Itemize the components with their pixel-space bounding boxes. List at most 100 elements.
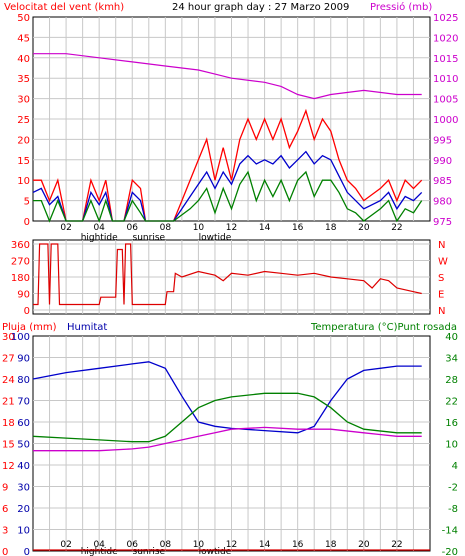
- pressure-tick: 1010: [433, 74, 458, 85]
- humidity-tick: 100: [11, 332, 30, 343]
- wind-hour-tick: 20: [358, 223, 370, 233]
- pressure-tick: 980: [433, 197, 452, 208]
- humidity-tick: 40: [17, 461, 30, 472]
- humidity-tick: 30: [17, 483, 30, 494]
- rain-tick: 24: [2, 375, 15, 386]
- temperature-axis-label: Temperatura (°C)Punt rosada: [310, 322, 457, 333]
- wind-speed-tick: 25: [17, 115, 30, 126]
- direction-tick: 90: [17, 290, 30, 301]
- climate-event-label: hightide: [81, 547, 118, 556]
- climate-hour-tick: 18: [325, 540, 337, 550]
- wind-hour-tick: 06: [127, 223, 139, 233]
- climate-hour-tick: 10: [193, 540, 205, 550]
- chart-title: 24 hour graph day : 27 Marzo 2009: [172, 2, 349, 13]
- temperature-tick: 16: [445, 418, 458, 429]
- pressure-tick: 1000: [433, 115, 458, 126]
- climate-hour-tick: 04: [93, 540, 105, 550]
- wind-hour-tick: 10: [193, 223, 205, 233]
- wind-event-label: lowtide: [199, 233, 232, 243]
- rain-tick: 27: [2, 354, 15, 365]
- low-wind-line: [33, 170, 423, 223]
- direction-tick: 270: [11, 257, 30, 268]
- wind-hour-tick: 16: [292, 223, 304, 233]
- compass-label: W: [438, 257, 448, 268]
- temperature-tick: 28: [445, 375, 458, 386]
- climate-hour-tick: 06: [127, 540, 139, 550]
- climate-hour-tick: 12: [226, 540, 237, 550]
- climate-hour-tick: 08: [160, 540, 172, 550]
- data-series: [32, 53, 430, 551]
- rain-tick: 18: [2, 418, 15, 429]
- humidity-tick: 20: [17, 504, 30, 515]
- temperature-tick: 4: [452, 461, 458, 472]
- pressure-tick: 975: [433, 217, 452, 228]
- rain-tick: 15: [2, 440, 15, 451]
- humidity-tick: 80: [17, 375, 30, 386]
- compass-label: N: [438, 306, 445, 317]
- wind-hour-tick: 04: [93, 223, 105, 233]
- temperature-tick: 10: [445, 440, 458, 451]
- wind-hour-tick: 22: [391, 223, 402, 233]
- wind-speed-tick: 20: [17, 135, 30, 146]
- temperature-tick: -20: [442, 547, 458, 556]
- pressure-tick: 1025: [433, 13, 458, 24]
- pressure-tick: 1005: [433, 95, 458, 106]
- temperature-line: [32, 392, 422, 443]
- wind-speed-tick: 45: [17, 33, 30, 44]
- temperature-tick: -8: [448, 504, 458, 515]
- pressure-tick: 995: [433, 135, 452, 146]
- rain-tick: 3: [2, 526, 8, 537]
- climate-hour-tick: 16: [292, 540, 304, 550]
- climate-hour-tick: 14: [259, 540, 271, 550]
- wind-speed-tick: 35: [17, 74, 30, 85]
- temperature-tick: 40: [445, 332, 458, 343]
- wind-hour-tick: 02: [60, 223, 71, 233]
- gust-line: [33, 108, 423, 222]
- wind-speed-tick: 30: [17, 95, 30, 106]
- humidity-axis-label: Humitat: [67, 322, 107, 333]
- climate-event-label: lowtide: [199, 547, 232, 556]
- wind-hour-tick: 14: [259, 223, 271, 233]
- rain-tick: 6: [2, 504, 8, 515]
- grid-lines: [33, 17, 430, 551]
- humidity-tick: 0: [24, 547, 30, 556]
- humidity-tick: 60: [17, 418, 30, 429]
- wind-speed-axis-label: Velocitat del vent (kmh): [4, 2, 124, 13]
- humidity-tick: 90: [17, 354, 30, 365]
- wind-speed-tick: 10: [17, 176, 30, 187]
- humidity-tick: 70: [17, 397, 30, 408]
- pressure-line: [33, 53, 422, 100]
- pressure-tick: 985: [433, 176, 452, 187]
- compass-label: N: [438, 240, 445, 251]
- rain-tick: 30: [2, 332, 15, 343]
- dewpoint-line: [33, 426, 422, 452]
- wind-speed-tick: 50: [17, 13, 30, 24]
- wind-speed-tick: 15: [17, 156, 30, 167]
- climate-hour-tick: 20: [358, 540, 370, 550]
- rain-tick: 12: [2, 461, 15, 472]
- direction-tick: 180: [11, 273, 30, 284]
- pressure-axis-label: Pressió (mb): [370, 1, 432, 13]
- tick-labels: 0510152025303540455097598098599099510001…: [2, 13, 458, 556]
- pressure-tick: 1015: [433, 54, 458, 65]
- wind-hour-tick: 08: [160, 223, 172, 233]
- temperature-tick: -2: [448, 483, 458, 494]
- wind-event-label: sunrise: [133, 233, 166, 243]
- wind-hour-tick: 18: [325, 223, 337, 233]
- climate-event-label: sunrise: [133, 547, 166, 556]
- climate-hour-tick: 02: [60, 540, 71, 550]
- direction-tick: 360: [11, 240, 30, 251]
- compass-label: E: [438, 290, 444, 301]
- humidity-tick: 10: [17, 526, 30, 537]
- wind-speed-tick: 40: [17, 54, 30, 65]
- pressure-tick: 990: [433, 156, 452, 167]
- humidity-line: [32, 361, 422, 434]
- temperature-tick: 22: [445, 397, 458, 408]
- wind-direction-line: [33, 243, 422, 306]
- compass-label: S: [438, 273, 444, 284]
- wind-event-label: hightide: [81, 233, 118, 243]
- humidity-tick: 50: [17, 440, 30, 451]
- rain-tick: 0: [2, 547, 8, 556]
- direction-tick: 0: [24, 306, 30, 317]
